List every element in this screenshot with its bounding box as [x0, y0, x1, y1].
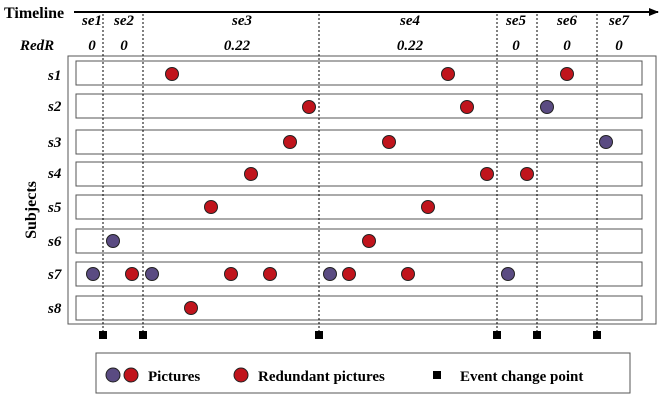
picture: [501, 267, 515, 281]
segment-name: se4: [399, 13, 420, 29]
segment-name: se5: [505, 13, 526, 29]
event-change-lines: [102, 14, 598, 332]
legend-event-swatch: [433, 371, 441, 379]
subject-label: s5: [47, 200, 62, 216]
redundant-picture: [460, 100, 474, 114]
redundant-picture: [342, 267, 356, 281]
segment-redr: 0: [88, 38, 96, 54]
picture-markers: [86, 67, 613, 315]
redundant-picture: [560, 67, 574, 81]
segment-name: se2: [113, 13, 134, 29]
picture: [106, 234, 120, 248]
segment-redr: 0: [512, 38, 520, 54]
redundant-picture: [184, 301, 198, 315]
subject-label: s2: [47, 99, 62, 115]
subjects-frame: [67, 55, 657, 325]
subject-row-bar: [75, 161, 643, 187]
picture: [145, 267, 159, 281]
event-change-point: [533, 331, 541, 339]
segment-name: se7: [608, 13, 629, 29]
redundant-picture: [421, 200, 435, 214]
picture: [540, 100, 554, 114]
subject-row-bar: [75, 93, 643, 119]
redundant-picture: [401, 267, 415, 281]
segment-headers: se1 se2 se3 se4 se5 se6 se7 0 0 0.22 0.2…: [81, 13, 629, 54]
segment-redr: 0: [120, 38, 128, 54]
subject-row-bar: [75, 194, 643, 220]
legend: Pictures Redundant pictures Event change…: [95, 352, 631, 394]
subject-row-bar: [75, 60, 643, 86]
legend-redundant-label: Redundant pictures: [258, 369, 385, 385]
event-change-point: [139, 331, 147, 339]
subject-row-bar: [75, 228, 643, 254]
subject-label: s7: [47, 267, 62, 283]
timeline-label: Timeline: [4, 5, 64, 22]
subject-label: s4: [47, 166, 62, 182]
subject-label: s6: [47, 234, 62, 250]
legend-picture-swatch: [105, 367, 121, 383]
redundant-picture: [165, 67, 179, 81]
subject-label: s3: [47, 135, 62, 151]
segment-name: se1: [81, 13, 102, 29]
redundant-picture: [441, 67, 455, 81]
event-change-point: [493, 331, 501, 339]
event-change-point: [593, 331, 601, 339]
segment-redr: 0: [563, 38, 571, 54]
legend-pictures-label: Pictures: [148, 369, 200, 385]
redundant-picture: [382, 135, 396, 149]
redr-label: RedR: [19, 38, 54, 54]
legend-event-label: Event change point: [460, 369, 583, 385]
redundant-picture: [125, 267, 139, 281]
redundant-picture: [263, 267, 277, 281]
subject-rows: s1 s2 s3 s4 s5 s6 s7 s8: [47, 60, 643, 321]
segment-redr: 0: [615, 38, 623, 54]
event-change-point: [99, 331, 107, 339]
segment-name: se3: [231, 13, 252, 29]
subject-label: s1: [47, 68, 61, 84]
subject-row-bar: [75, 261, 643, 287]
event-change-point: [315, 331, 323, 339]
subject-label: s8: [47, 301, 62, 317]
redundant-picture: [204, 200, 218, 214]
redundant-picture: [520, 167, 534, 181]
redundant-picture: [480, 167, 494, 181]
segment-redr: 0.22: [397, 38, 424, 54]
subjects-axis-label: Subjects: [23, 181, 40, 239]
redundant-picture: [362, 234, 376, 248]
redundant-picture: [283, 135, 297, 149]
redundant-picture: [302, 100, 316, 114]
redundant-picture: [224, 267, 238, 281]
legend-picture-swatch: [123, 367, 139, 383]
legend-box: [95, 352, 631, 394]
picture: [86, 267, 100, 281]
subject-row-bar: [75, 295, 643, 321]
picture: [599, 135, 613, 149]
segment-redr: 0.22: [224, 38, 251, 54]
segment-name: se6: [556, 13, 577, 29]
event-change-points: [99, 331, 601, 339]
picture: [323, 267, 337, 281]
redundant-picture: [244, 167, 258, 181]
subject-row-bar: [75, 129, 643, 155]
legend-redundant-swatch: [233, 367, 249, 383]
